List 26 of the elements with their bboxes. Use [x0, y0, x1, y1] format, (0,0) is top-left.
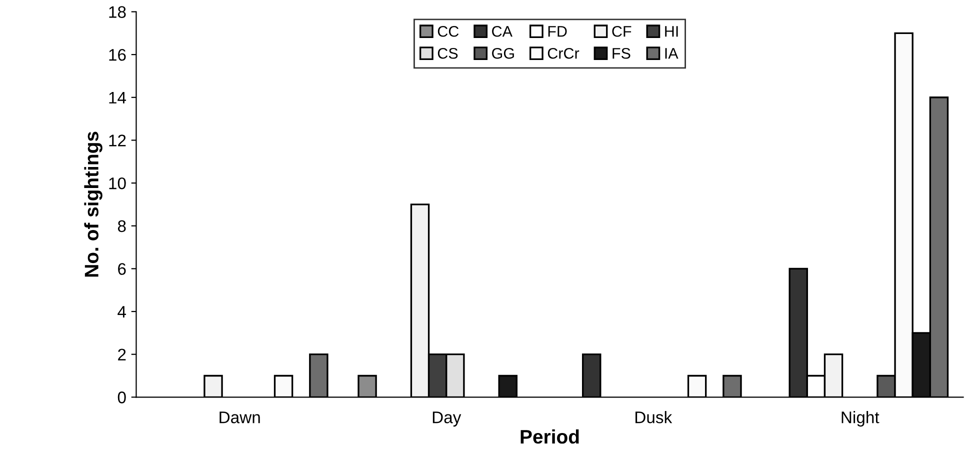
x-tick-label: Day: [432, 412, 462, 427]
x-tick-label: Dusk: [636, 411, 672, 424]
y-tick-label: 4: [118, 306, 126, 318]
x-axis-title: Period: [520, 429, 579, 444]
y-axis-title: No. of sightings: [84, 132, 102, 277]
y-tick-label: 6: [118, 263, 126, 275]
legend-label: CC: [438, 26, 459, 37]
x-tick-label: Dawn: [220, 412, 260, 424]
legend-label: IA: [665, 48, 678, 59]
legend-label: CA: [492, 26, 512, 37]
y-tick-label: 2: [118, 348, 126, 360]
legend-label: CF: [612, 26, 632, 37]
y-tick-label: 14: [109, 92, 126, 104]
y-tick-label: 0: [118, 392, 126, 404]
y-tick-label: 10: [109, 177, 126, 190]
legend-label: GG: [492, 48, 514, 59]
y-tick-label: 8: [118, 220, 126, 232]
legend-label: CrCr: [548, 48, 580, 59]
legend-label: HI: [665, 26, 678, 37]
y-tick-label: 12: [109, 134, 126, 146]
y-tick-label: 16: [109, 48, 126, 61]
y-tick-label: 18: [109, 6, 126, 18]
legend-label: CS: [438, 48, 458, 59]
legend-label: FS: [612, 48, 630, 59]
x-tick-label: Night: [842, 411, 880, 427]
legend-label: FD: [548, 26, 567, 37]
